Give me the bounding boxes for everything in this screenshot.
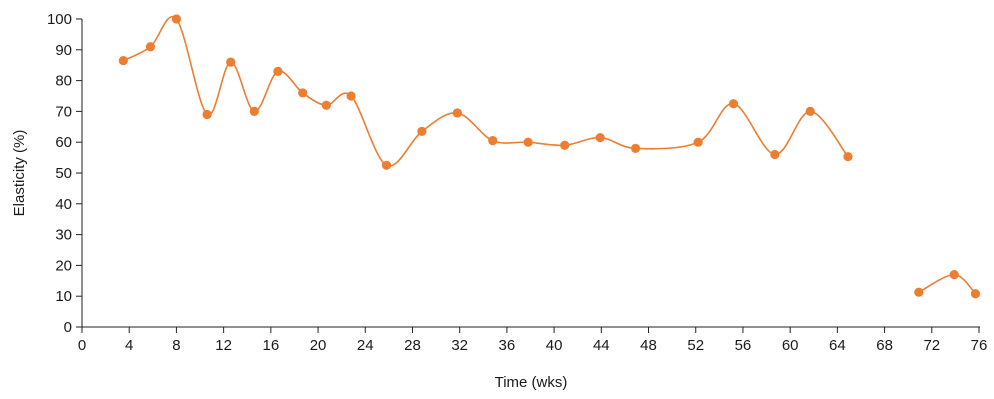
- y-tick-label: 50: [55, 165, 72, 182]
- x-tick-label: 44: [593, 337, 610, 354]
- data-point: [202, 109, 212, 120]
- data-point: [145, 42, 156, 52]
- x-tick-label: 4: [125, 337, 133, 354]
- y-tick-label: 70: [55, 103, 72, 120]
- data-point: [728, 99, 739, 109]
- data-point: [321, 100, 331, 110]
- y-tick-label: 40: [55, 196, 72, 213]
- y-tick-label: 80: [55, 73, 72, 90]
- data-point: [693, 137, 703, 147]
- data-point: [118, 55, 128, 66]
- y-tick-label: 90: [55, 42, 72, 59]
- data-point: [595, 132, 605, 143]
- data-point: [914, 287, 924, 297]
- x-tick-label: 12: [215, 337, 232, 354]
- data-point: [523, 137, 533, 147]
- y-tick-label: 0: [64, 319, 72, 336]
- data-point: [770, 149, 780, 160]
- data-point: [417, 126, 427, 137]
- data-point: [949, 270, 959, 280]
- x-tick-label: 72: [923, 337, 940, 354]
- data-point: [843, 152, 853, 162]
- series-line: [918, 273, 977, 295]
- x-tick-label: 68: [876, 337, 893, 354]
- x-tick-label: 24: [357, 337, 374, 354]
- x-tick-label: 76: [971, 337, 988, 354]
- data-point: [346, 91, 356, 101]
- data-point: [970, 289, 981, 299]
- data-point: [273, 66, 283, 76]
- data-point: [249, 106, 259, 116]
- y-tick-label: 30: [55, 227, 72, 244]
- data-point: [226, 57, 236, 67]
- y-axis-title: Elasticity (%): [11, 130, 28, 217]
- x-tick-label: 28: [404, 337, 421, 354]
- y-tick-label: 10: [55, 288, 72, 305]
- data-series: [118, 14, 981, 299]
- data-point: [452, 108, 462, 118]
- x-tick-label: 36: [499, 337, 516, 354]
- x-tick-label: 8: [172, 337, 180, 354]
- x-tick-label: 52: [687, 337, 704, 354]
- y-tick-label: 100: [47, 11, 72, 28]
- series-line: [122, 15, 849, 167]
- x-tick-label: 20: [310, 337, 327, 354]
- x-tick-label: 40: [546, 337, 563, 354]
- x-tick-label: 48: [640, 337, 657, 354]
- data-point: [630, 143, 641, 153]
- y-tick-label: 20: [55, 257, 72, 274]
- axes: [76, 18, 980, 333]
- x-tick-label: 0: [78, 337, 86, 354]
- y-tick-label: 60: [55, 134, 72, 151]
- data-point: [805, 106, 815, 116]
- x-tick-label: 16: [262, 337, 279, 354]
- data-point: [488, 136, 498, 146]
- x-tick-label: 60: [782, 337, 799, 354]
- data-point: [381, 160, 392, 170]
- x-tick-label: 64: [829, 337, 846, 354]
- data-point: [298, 88, 308, 98]
- x-tick-label: 56: [735, 337, 752, 354]
- data-point: [560, 140, 570, 150]
- x-axis-title: Time (wks): [495, 374, 568, 391]
- x-tick-label: 32: [451, 337, 468, 354]
- data-point: [171, 14, 182, 24]
